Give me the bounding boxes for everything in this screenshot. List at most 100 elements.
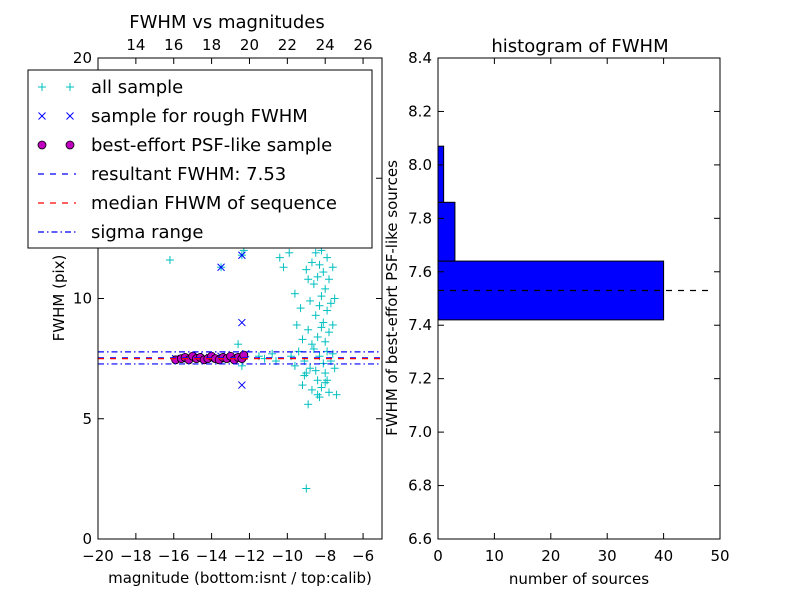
all-sample-point [306,296,315,305]
x-tick-label: −6 [352,547,374,565]
all-sample-point [313,376,322,385]
y-tick-label: 20 [73,49,92,67]
all-sample-point [279,263,288,272]
legend-swatch [37,140,47,150]
histogram-x-ticks: 0 10 20 30 40 50 [433,58,730,565]
all-sample-point [296,304,305,313]
histogram-x-label: number of sources [509,570,649,588]
y-tick-label: 7.0 [408,423,432,441]
scatter-y-label: FWHM (pix) [50,255,68,342]
all-sample-point [328,320,337,329]
histogram-bar [437,201,456,262]
rough-fwhm-point [238,381,246,389]
legend-swatch [66,112,74,120]
all-sample-point [311,311,320,320]
legend-label: resultant FWHM: 7.53 [91,164,286,185]
top-tick-label: 20 [240,36,259,54]
legend-label: best-effort PSF-like sample [91,135,332,156]
all-sample-point [315,260,324,269]
all-sample-point [313,272,322,281]
all-sample-point [300,371,309,380]
x-tick-label: −16 [158,547,190,565]
x-tick-label: 0 [433,547,443,565]
all-sample-point [165,256,174,265]
all-sample-point [328,349,337,358]
x-tick-label: −14 [196,547,228,565]
all-sample-point [321,284,330,293]
histogram-y-ticks: 6.6 6.8 7.0 7.2 7.4 7.6 7.8 8.0 8.2 8.4 [408,49,720,548]
legend-box [27,69,373,249]
top-tick-label: 24 [316,36,335,54]
rough-fwhm-point [238,251,246,260]
legend-entry: sample for rough FWHM [38,106,308,127]
legend-entry: median FHWM of sequence [38,193,337,214]
all-sample-point [332,390,341,399]
all-sample-point [268,349,277,358]
legend-swatch [38,83,46,91]
scatter-title: FWHM vs magnitudes [129,12,324,33]
legend-swatch [65,140,75,150]
all-sample-point [304,325,313,334]
histogram-y-label: FWHM of best-effort PSF-like sources [383,160,401,436]
scatter-x-label: magnitude (bottom:isnt / top:calib) [108,569,372,587]
x-tick-label: 10 [485,547,504,565]
all-sample-point [323,306,332,315]
legend-entry: all sample [38,77,183,98]
legend-entry: resultant FWHM: 7.53 [38,164,286,185]
y-tick-label: 7.4 [408,316,432,334]
all-sample-point [309,345,318,354]
legend-label: all sample [91,77,183,98]
top-tick-label: 16 [164,36,183,54]
top-tick-label: 14 [126,36,145,54]
y-tick-label: 7.6 [408,263,432,281]
top-tick-label: 18 [202,36,221,54]
all-sample-point [302,265,311,274]
legend-label: sigma range [91,222,203,243]
all-sample-point [317,292,326,301]
scatter-top-ticks: 14 16 18 20 22 24 26 [126,36,373,64]
all-sample-point [319,268,328,277]
all-sample-point [328,263,337,272]
all-sample-point [330,294,339,303]
all-sample-point [321,337,330,346]
all-sample-point [313,332,322,341]
x-tick-label: 20 [541,547,560,565]
rough-fwhm-point [238,318,246,327]
all-sample-point [319,318,328,327]
all-sample-point [304,275,313,284]
scatter-marks [98,246,382,493]
legend-entry: sigma range [38,222,203,243]
y-tick-label: 7.8 [408,209,432,227]
y-tick-label: 8.2 [408,102,432,120]
all-sample-point [290,289,299,298]
histogram-marks [437,145,712,321]
x-tick-label: −10 [272,547,304,565]
all-sample-point [311,248,320,257]
histogram-panel: histogram of FWHM 0 10 20 30 40 50 6.6 6.8 7.0 7… [383,36,730,588]
all-sample-point [237,361,246,370]
all-sample-point [306,364,315,373]
all-sample-point [330,364,339,373]
x-tick-label: −20 [82,547,114,565]
all-sample-point [309,280,318,289]
y-tick-label: 6.6 [408,530,432,548]
legend-label: sample for rough FWHM [91,106,308,127]
scatter-legend: all sample sample for rough FWHM best-effo… [27,69,373,249]
top-tick-label: 26 [354,36,373,54]
histogram-title: histogram of FWHM [491,36,668,57]
all-sample-point [311,366,320,375]
histogram-axes-frame [437,57,721,540]
x-tick-label: −18 [120,547,152,565]
all-sample-point [313,390,322,399]
y-tick-label: 8.0 [408,156,432,174]
scatter-panel: FWHM vs magnitudes −20 −18 −16 −14 −12 −10 −8−… [27,12,383,587]
all-sample-point [324,388,333,397]
all-sample-point [326,299,335,308]
all-sample-point [307,340,316,349]
all-sample-point [302,484,311,493]
top-tick-label: 22 [278,36,297,54]
all-sample-point [292,320,301,329]
y-tick-label: 8.4 [408,49,432,67]
legend-swatch [38,112,46,120]
